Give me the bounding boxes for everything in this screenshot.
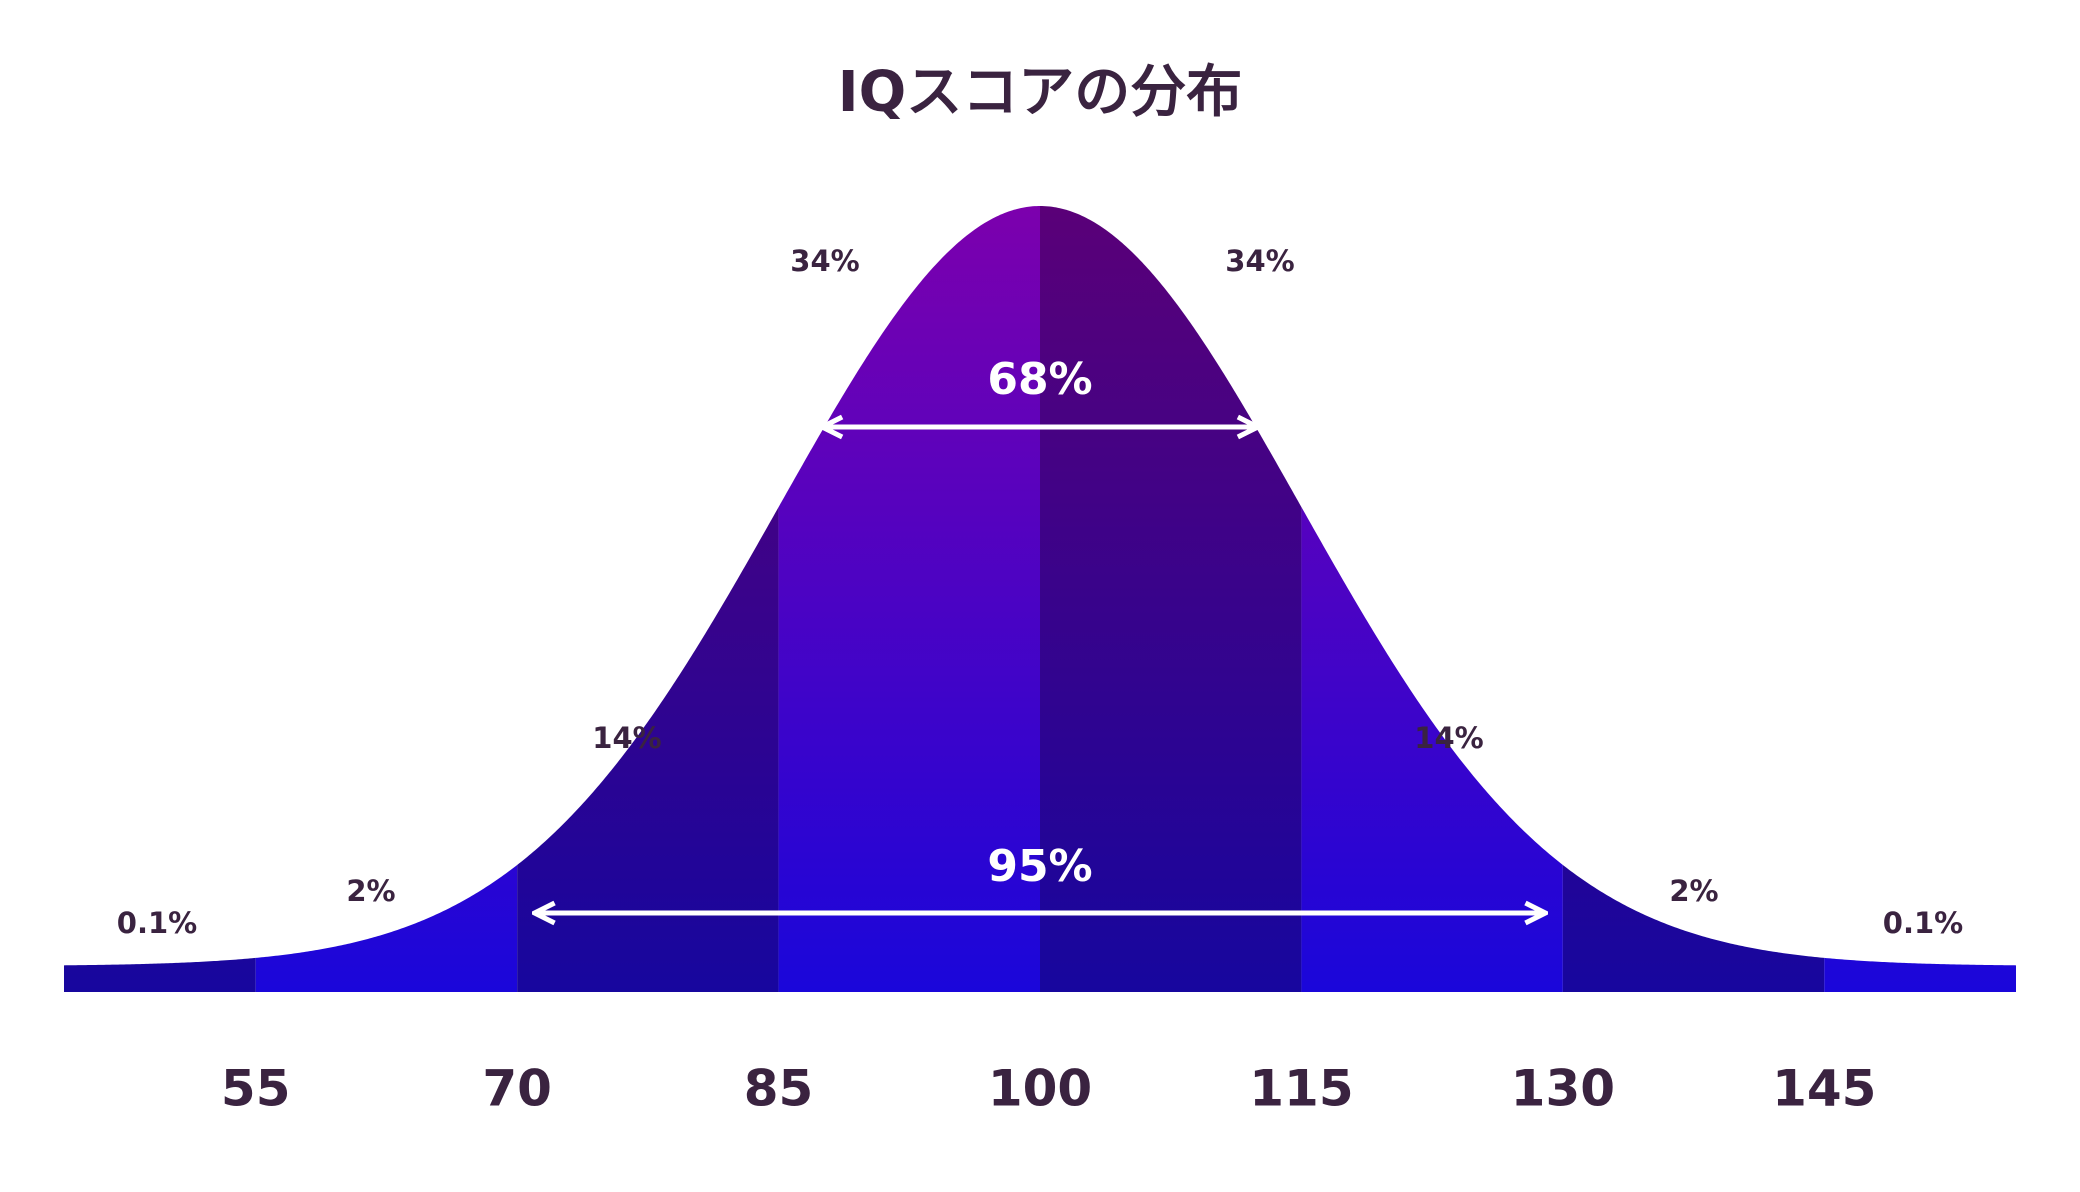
- x-tick-label: 70: [482, 1060, 552, 1118]
- segment-label: 14%: [592, 721, 661, 755]
- segment-label: 2%: [1669, 874, 1718, 908]
- segment: [64, 957, 256, 992]
- segment: [1562, 864, 1825, 992]
- segment: [1824, 957, 2016, 992]
- range-label: 68%: [987, 354, 1092, 405]
- segment: [778, 206, 1040, 992]
- x-tick-label: 115: [1249, 1060, 1353, 1118]
- range-label: 95%: [987, 841, 1092, 892]
- segment-label: 34%: [790, 244, 859, 278]
- segment-label: 0.1%: [117, 906, 197, 940]
- segment: [255, 864, 518, 992]
- segment-label: 14%: [1414, 721, 1483, 755]
- segment-label: 34%: [1225, 244, 1294, 278]
- segment: [1040, 206, 1302, 992]
- segment-label: 0.1%: [1883, 906, 1963, 940]
- x-tick-label: 55: [221, 1060, 291, 1118]
- x-tick-label: 145: [1772, 1060, 1876, 1118]
- x-tick-label: 130: [1511, 1060, 1615, 1118]
- chart-title: IQスコアの分布: [838, 60, 1242, 125]
- x-tick-label: 100: [988, 1060, 1092, 1118]
- x-tick-label: 85: [744, 1060, 814, 1118]
- segment: [517, 507, 779, 992]
- segment-label: 2%: [346, 874, 395, 908]
- segment: [1301, 507, 1563, 992]
